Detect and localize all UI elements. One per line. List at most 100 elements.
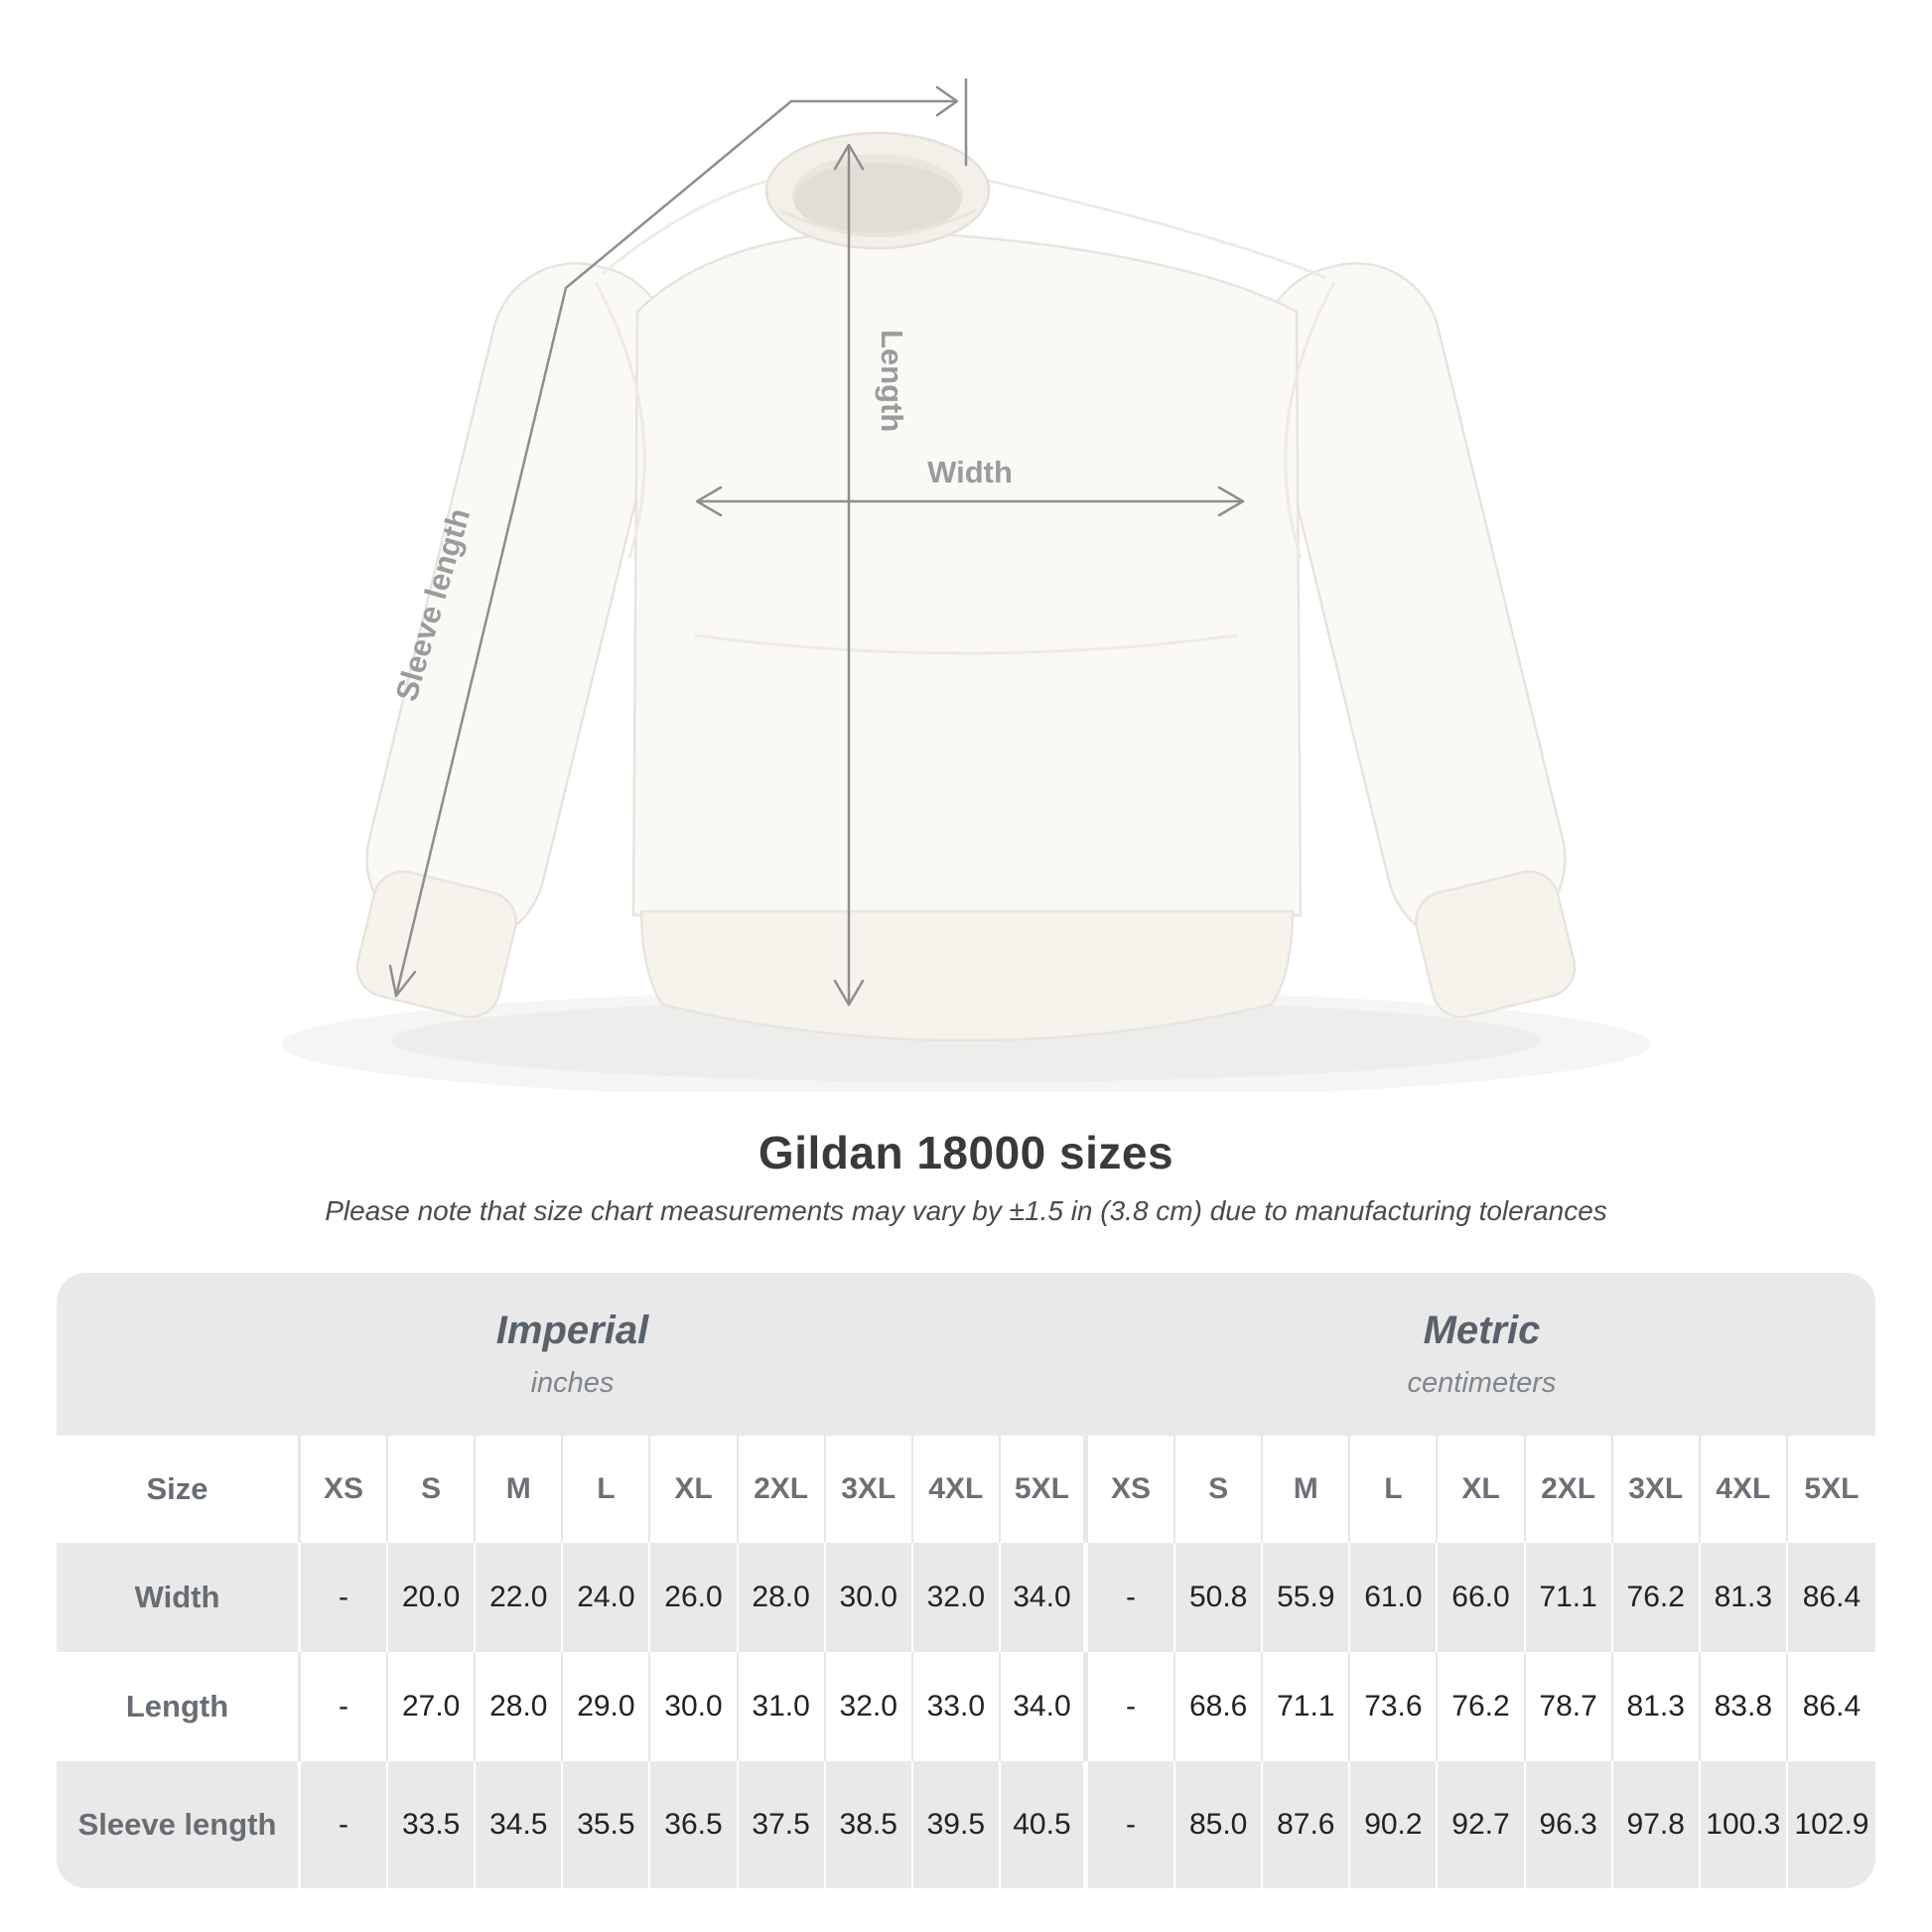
size-cell: 3XL [826, 1436, 913, 1543]
sweatshirt-mockup-image: Width Length Sleeve length [281, 77, 1651, 1092]
value-cell: - [1088, 1761, 1176, 1888]
size-cell: 2XL [1526, 1436, 1613, 1543]
value-cell: 92.7 [1438, 1761, 1526, 1888]
value-cell: 34.0 [1001, 1652, 1088, 1761]
imperial-group-header: Imperial inches [57, 1273, 1088, 1436]
size-header-row: Size XS S M L XL 2XL 3XL 4XL 5XL XS S M L XL 2XL 3XL 4XL… [57, 1436, 1875, 1543]
size-cell: 5XL [1001, 1436, 1088, 1543]
value-cell: 81.3 [1701, 1543, 1788, 1652]
size-column-header: Size [57, 1436, 301, 1543]
size-cell: 4XL [1701, 1436, 1788, 1543]
value-cell: 30.0 [650, 1652, 739, 1761]
sleeves [355, 262, 1577, 1019]
size-cell: L [1350, 1436, 1439, 1543]
table-row-length: Length -27.0 28.0 29.0 30.0 31.0 32.0 33.0 34.0… [57, 1652, 1875, 1761]
width-label: Width [927, 455, 1013, 489]
arrow-up-icon [833, 143, 865, 171]
size-cell: S [1175, 1436, 1264, 1543]
value-cell: 22.0 [476, 1543, 564, 1652]
tolerance-note: Please note that size chart measurements… [325, 1195, 1607, 1226]
size-cell: L [563, 1436, 651, 1543]
imperial-label: Imperial [495, 1309, 649, 1352]
value-cell: 78.7 [1526, 1652, 1613, 1761]
size-cell: 4XL [913, 1436, 1001, 1543]
value-cell: 96.3 [1526, 1761, 1613, 1888]
arrow-right-icon [935, 85, 959, 117]
value-cell: 76.2 [1613, 1543, 1701, 1652]
value-cell: 86.4 [1802, 1690, 1862, 1723]
arrow-down-left-icon [388, 964, 417, 998]
centimeters-label: centimeters [1407, 1367, 1557, 1399]
value-cell: 20.0 [388, 1543, 477, 1652]
table-row-width: Width -20.0 22.0 24.0 26.0 28.0 30.0 32.0 34.0-… [57, 1543, 1875, 1652]
value-cell: 81.3 [1613, 1652, 1701, 1761]
size-cell: XS [301, 1436, 389, 1543]
measurement-lines [388, 77, 1245, 1007]
arrow-down-icon [833, 979, 865, 1007]
row-label: Length [57, 1652, 301, 1761]
value-cell: 100.3 [1701, 1761, 1788, 1888]
value-cell: - [1088, 1543, 1176, 1652]
value-cell: 32.0 [913, 1543, 1001, 1652]
value-cell: - [1088, 1652, 1176, 1761]
value-cell: 38.5 [826, 1761, 913, 1888]
value-cell: 40.5 [1001, 1761, 1088, 1888]
row-label: Sleeve length [57, 1761, 301, 1888]
value-cell: 83.8 [1701, 1652, 1788, 1761]
value-cell: 28.0 [476, 1652, 564, 1761]
value-cell: 61.0 [1350, 1543, 1439, 1652]
value-cell: 34.0 [1001, 1543, 1088, 1652]
value-cell: 90.2 [1350, 1761, 1439, 1888]
value-cell: 66.0 [1438, 1543, 1526, 1652]
value-cell: 86.4 [1802, 1581, 1862, 1613]
value-cell: 36.5 [650, 1761, 739, 1888]
value-cell: 55.9 [1263, 1543, 1351, 1652]
metric-group-header: Metric centimeters [1088, 1273, 1875, 1436]
product-measurement-diagram: Width Length Sleeve length [281, 77, 1651, 1092]
table-row-sleeve-length: Sleeve length -33.5 34.5 35.5 36.5 37.5 38.5 3… [57, 1761, 1875, 1888]
size-cell: XL [650, 1436, 739, 1543]
value-cell: 35.5 [563, 1761, 651, 1888]
value-cell: 26.0 [650, 1543, 739, 1652]
value-cell: 33.5 [388, 1761, 477, 1888]
value-cell: 97.8 [1613, 1761, 1701, 1888]
arrow-right2-icon [1217, 485, 1245, 517]
size-table: Imperial inches Metric centimeters Size … [57, 1273, 1875, 1888]
value-cell: 30.0 [826, 1543, 913, 1652]
sleeve-measure-diagonal [394, 99, 793, 998]
value-cell: - [301, 1652, 389, 1761]
value-cell: 73.6 [1350, 1652, 1439, 1761]
value-cell: 87.6 [1263, 1761, 1351, 1888]
value-cell: 27.0 [388, 1652, 477, 1761]
value-cell: 76.2 [1438, 1652, 1526, 1761]
hem-band [639, 909, 1295, 1042]
unit-band-row: Imperial inches Metric centimeters [57, 1273, 1875, 1436]
value-cell: - [301, 1761, 389, 1888]
value-cell: 32.0 [826, 1652, 913, 1761]
value-cell: 33.0 [913, 1652, 1001, 1761]
left-cuff [355, 870, 517, 1019]
collar [764, 131, 991, 250]
value-cell: 28.0 [739, 1543, 826, 1652]
value-cell: 24.0 [563, 1543, 651, 1652]
value-cell: - [301, 1543, 389, 1652]
value-cell: 85.0 [1175, 1761, 1264, 1888]
size-cell: M [476, 1436, 564, 1543]
size-cell: 2XL [739, 1436, 826, 1543]
size-cell: XL [1438, 1436, 1526, 1543]
size-cell: 3XL [1613, 1436, 1701, 1543]
metric-label: Metric [1423, 1309, 1541, 1352]
right-cuff [1415, 870, 1577, 1019]
page-title: Gildan 18000 sizes [758, 1127, 1174, 1178]
length-label: Length [875, 330, 909, 432]
size-cell: 5XL [1804, 1472, 1860, 1505]
size-cell: XS [1088, 1436, 1176, 1543]
value-cell: 39.5 [913, 1761, 1001, 1888]
size-cell: M [1263, 1436, 1351, 1543]
inches-label: inches [530, 1367, 615, 1399]
arrow-left-icon [695, 485, 723, 517]
body [631, 230, 1303, 917]
title-block: Gildan 18000 sizes Please note that size… [0, 1126, 1932, 1227]
value-cell: 34.5 [476, 1761, 564, 1888]
row-label: Width [57, 1543, 301, 1652]
